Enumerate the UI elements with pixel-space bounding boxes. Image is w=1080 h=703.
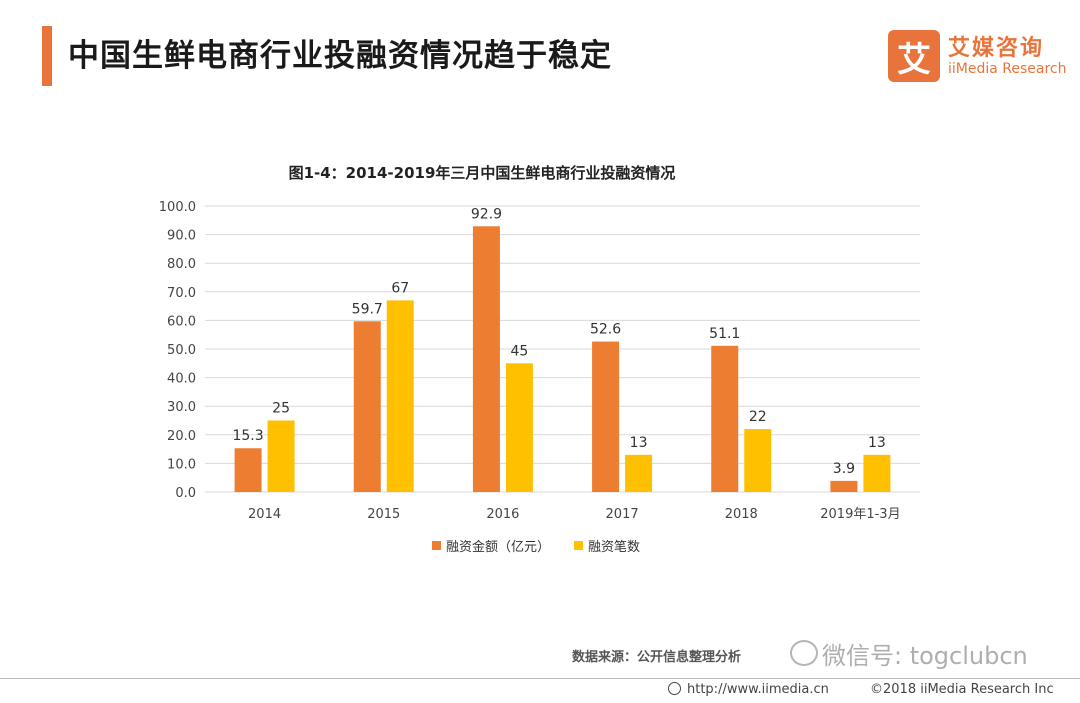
data-label: 51.1 (709, 326, 740, 342)
legend-swatch (574, 541, 583, 550)
y-tick-label: 20.0 (167, 429, 196, 444)
bar-amount (830, 480, 858, 492)
y-tick-label: 100.0 (159, 200, 196, 215)
data-label: 92.9 (471, 206, 502, 222)
logo-en-text: iiMedia Research (948, 61, 1067, 77)
globe-icon (668, 682, 681, 695)
iimedia-logo: 艾 艾媒咨询 iiMedia Research (888, 30, 1067, 85)
x-tick-label: 2019年1-3月 (820, 507, 900, 522)
footer-url-link[interactable]: http://www.iimedia.cn (668, 682, 829, 697)
bar-amount (353, 321, 381, 492)
data-label: 13 (868, 435, 886, 451)
watermark: 微信号: togclubcn (822, 642, 1028, 670)
y-tick-label: 60.0 (167, 314, 196, 329)
data-label: 59.7 (352, 301, 383, 317)
y-tick-label: 40.0 (167, 372, 196, 387)
y-tick-label: 70.0 (167, 286, 196, 301)
data-label: 15.3 (232, 428, 263, 444)
y-tick-label: 10.0 (167, 457, 196, 472)
legend-swatch (432, 541, 441, 550)
x-tick-label: 2015 (367, 507, 400, 522)
bar-amount (234, 448, 262, 492)
title-accent-bar (42, 26, 52, 86)
bar-count (386, 300, 414, 492)
data-label: 22 (749, 409, 767, 425)
bar-count (863, 454, 891, 492)
y-tick-label: 90.0 (167, 229, 196, 244)
chart-title: 图1-4：2014-2019年三月中国生鲜电商行业投融资情况 (289, 164, 676, 182)
bar-count (267, 420, 295, 492)
legend-label: 融资笔数 (588, 539, 640, 555)
x-tick-label: 2014 (248, 507, 281, 522)
footer-divider (0, 678, 1080, 679)
y-tick-label: 50.0 (167, 343, 196, 358)
data-label: 52.6 (590, 322, 621, 338)
logo-mark: 艾 (888, 30, 940, 82)
wechat-icon (790, 640, 818, 666)
bar-count (505, 363, 533, 492)
data-label: 3.9 (833, 461, 855, 477)
data-label: 45 (511, 343, 529, 359)
bar-count (625, 454, 653, 492)
data-label: 25 (272, 401, 290, 417)
data-label: 67 (391, 280, 409, 296)
bar-amount (592, 341, 620, 492)
x-tick-label: 2018 (725, 507, 758, 522)
legend-label: 融资金额（亿元） (446, 539, 550, 555)
footer-copyright: ©2018 iiMedia Research Inc (870, 682, 1054, 697)
page-title: 中国生鲜电商行业投融资情况趋于稳定 (68, 38, 612, 74)
x-tick-label: 2016 (486, 507, 519, 522)
logo-cn-text: 艾媒咨询 (948, 36, 1045, 61)
x-tick-label: 2017 (606, 507, 639, 522)
data-source: 数据来源：公开信息整理分析 (572, 650, 742, 665)
data-label: 13 (630, 435, 648, 451)
y-tick-label: 0.0 (175, 486, 196, 501)
footer-url-text: http://www.iimedia.cn (687, 682, 829, 697)
y-tick-label: 30.0 (167, 400, 196, 415)
y-tick-label: 80.0 (167, 257, 196, 272)
bar-amount (472, 226, 500, 492)
bar-amount (711, 345, 739, 492)
bar-count (744, 429, 772, 492)
